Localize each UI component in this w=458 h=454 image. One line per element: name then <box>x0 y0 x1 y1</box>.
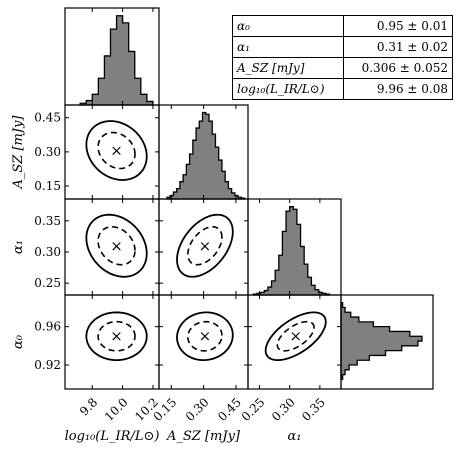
contour-1sigma-a1-a0 <box>276 320 315 352</box>
parameter-table: α₀ 0.95 ± 0.01 α₁ 0.31 ± 0.02 A_SZ [mJy]… <box>232 15 454 100</box>
contour-2sigma-asz-a1 <box>176 213 234 278</box>
x-axis-label: α₁ <box>288 429 302 444</box>
best-fit-marker: × <box>110 237 123 255</box>
param-value: 9.96 ± 0.08 <box>342 78 454 100</box>
histogram-a0 <box>340 302 423 381</box>
x-tick-label: 0.45 <box>215 395 244 424</box>
x-tick-label: 10.0 <box>102 395 131 424</box>
contour-1sigma-asz-a1 <box>187 226 223 266</box>
contour-1sigma-logL-asz <box>97 131 136 170</box>
param-value: 0.306 ± 0.052 <box>342 57 454 79</box>
param-name: log₁₀(L_IR/L⊙) <box>232 78 344 100</box>
x-axis-label: A_SZ [mJy] <box>166 429 241 444</box>
histogram-logL <box>79 15 154 106</box>
best-fit-marker: × <box>110 327 123 345</box>
histogram-a1 <box>252 206 331 296</box>
y-tick-label: 0.30 <box>34 245 61 259</box>
y-tick-label: 0.35 <box>34 214 61 228</box>
contour-2sigma-logL-a1 <box>85 213 148 278</box>
y-tick-label: 0.25 <box>34 276 61 290</box>
x-tick-label: 0.30 <box>183 395 212 424</box>
histogram-asz <box>166 111 246 200</box>
panel-frame <box>340 294 434 390</box>
best-fit-marker: × <box>199 237 212 255</box>
x-tick-label: 9.8 <box>77 395 100 418</box>
contour-2sigma-logL-a0 <box>85 311 148 362</box>
table-row: A_SZ [mJy] 0.306 ± 0.052 <box>232 57 454 79</box>
y-axis-label: A_SZ [mJy] <box>11 115 26 190</box>
y-tick-label: 0.45 <box>34 111 61 125</box>
contour-2sigma-asz-a0 <box>176 311 234 362</box>
y-axis-label: α₀ <box>11 334 26 349</box>
y-tick-label: 0.30 <box>34 145 61 159</box>
best-fit-marker: × <box>110 142 123 160</box>
table-row: log₁₀(L_IR/L⊙) 9.96 ± 0.08 <box>232 78 454 100</box>
x-tick-label: 0.25 <box>239 395 268 424</box>
contour-1sigma-asz-a0 <box>187 320 223 352</box>
x-axis-label: log₁₀(L_IR/L⊙) <box>65 429 160 444</box>
y-tick-label: 0.96 <box>34 320 61 334</box>
x-tick-label: 0.30 <box>269 395 298 424</box>
contour-2sigma-a1-a0 <box>264 311 327 362</box>
x-tick-label: 0.35 <box>299 395 328 424</box>
y-axis-label: α₁ <box>11 240 26 254</box>
param-name: A_SZ [mJy] <box>232 57 344 79</box>
contour-1sigma-logL-a1 <box>97 225 136 266</box>
best-fit-marker: × <box>289 327 302 345</box>
y-tick-label: 0.15 <box>34 179 61 193</box>
best-fit-marker: × <box>199 327 212 345</box>
contour-1sigma-logL-a0 <box>97 320 136 352</box>
contour-2sigma-logL-asz <box>85 120 148 181</box>
y-tick-label: 0.92 <box>34 358 61 372</box>
